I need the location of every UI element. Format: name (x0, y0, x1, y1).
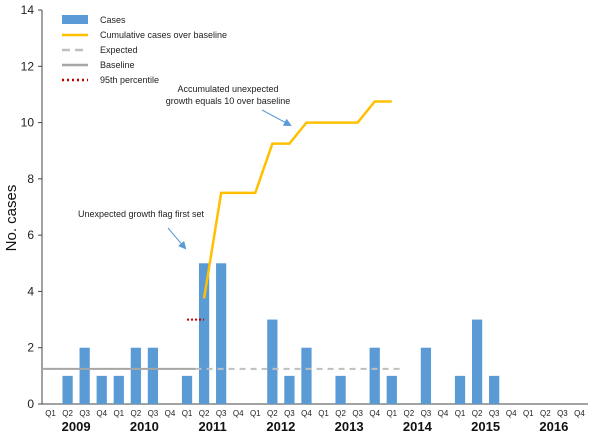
x-tick-label: Q1 (386, 409, 397, 418)
bar (198, 263, 210, 404)
x-tick-label: Q3 (216, 409, 227, 418)
axes: 0 2 4 6 8 10 12 14 Q1 Q2 Q3 Q4 Q1 Q2 Q3 Q4 Q1 Q2 Q3 Q4 Q1 Q2 Q… (21, 3, 588, 434)
y-tick-label: 8 (27, 172, 34, 186)
x-tick-label: Q2 (335, 409, 346, 418)
y-tick-label: 4 (27, 284, 34, 298)
x-tick-label: Q1 (45, 409, 56, 418)
x-tick-label: Q4 (301, 409, 312, 418)
annotation-accum-line1: Accumulated unexpected (177, 84, 278, 94)
year-label: 2013 (335, 419, 364, 434)
annotation-accum-line2: growth equals 10 over baseline (166, 96, 291, 106)
bar (62, 375, 73, 404)
annotation-flag-arrow (167, 227, 187, 250)
x-tick-label: Q4 (165, 409, 176, 418)
x-tick-label: Q4 (369, 409, 380, 418)
bar (471, 319, 483, 404)
cumulative-line (202, 100, 392, 299)
x-tick-label: Q1 (182, 409, 193, 418)
bar (130, 347, 141, 404)
x-tick-label: Q1 (113, 409, 124, 418)
x-tick-label: Q1 (523, 409, 534, 418)
x-tick-label: Q2 (131, 409, 142, 418)
bar (216, 263, 227, 404)
legend-swatch-cases (62, 15, 88, 24)
bar (335, 375, 346, 404)
legend-label-cases: Cases (100, 15, 126, 25)
x-tick-label: Q1 (455, 409, 466, 418)
x-tick-label: Q3 (148, 409, 159, 418)
y-tick-label: 12 (21, 59, 35, 73)
bar (489, 375, 500, 404)
annotations: Unexpected growth flag first set Accumula… (78, 84, 292, 250)
bar (181, 375, 193, 404)
x-tick-label: Q4 (96, 409, 107, 418)
year-label: 2011 (199, 419, 227, 434)
year-label: 2012 (266, 419, 295, 434)
year-label: 2015 (471, 419, 500, 434)
annotation-flag: Unexpected growth flag first set (78, 209, 205, 219)
bar (147, 347, 159, 404)
bar (454, 375, 466, 404)
bar (369, 347, 380, 404)
x-tick-label: Q4 (233, 409, 244, 418)
x-tick-label: Q2 (267, 409, 278, 418)
legend: Cases Cumulative cases over baseline Expec… (62, 15, 227, 85)
x-tick-label: Q3 (489, 409, 500, 418)
x-tick-label: Q4 (574, 409, 585, 418)
bar (284, 375, 295, 404)
x-tick-label: Q2 (472, 409, 483, 418)
legend-label-cumulative: Cumulative cases over baseline (100, 30, 227, 40)
x-tick-label: Q3 (352, 409, 363, 418)
bar (301, 347, 312, 404)
x-tick-label: Q4 (506, 409, 517, 418)
x-tick-label: Q3 (557, 409, 568, 418)
bar (386, 375, 397, 404)
legend-label-p95: 95th percentile (100, 75, 159, 85)
year-label: 2014 (403, 419, 433, 434)
bar (420, 347, 432, 404)
x-tick-label: Q3 (421, 409, 432, 418)
y-tick-label: 10 (21, 116, 35, 130)
bar (267, 319, 278, 404)
y-axis-label: No. cases (3, 185, 20, 252)
bars (62, 263, 500, 404)
annotation-accum-arrow (261, 109, 292, 126)
bar (113, 375, 124, 404)
x-tick-label: Q2 (62, 409, 73, 418)
x-tick-label: Q4 (438, 409, 449, 418)
legend-label-expected: Expected (100, 45, 138, 55)
x-tick-label: Q1 (250, 409, 261, 418)
y-tick-label: 0 (27, 397, 34, 411)
x-tick-label: Q3 (284, 409, 295, 418)
bar (79, 347, 90, 404)
year-label: 2010 (130, 419, 159, 434)
bar (96, 375, 107, 404)
lines (42, 100, 401, 370)
x-tick-label: Q2 (540, 409, 551, 418)
y-tick-label: 2 (27, 341, 34, 355)
y-tick-label: 14 (21, 3, 35, 17)
year-label: 2009 (62, 419, 91, 434)
legend-label-baseline: Baseline (100, 60, 135, 70)
x-tick-label: Q1 (318, 409, 329, 418)
y-tick-label: 6 (27, 228, 34, 242)
year-label: 2016 (539, 419, 568, 434)
x-tick-label: Q3 (79, 409, 90, 418)
x-tick-label: Q2 (199, 409, 210, 418)
x-tick-label: Q2 (404, 409, 415, 418)
